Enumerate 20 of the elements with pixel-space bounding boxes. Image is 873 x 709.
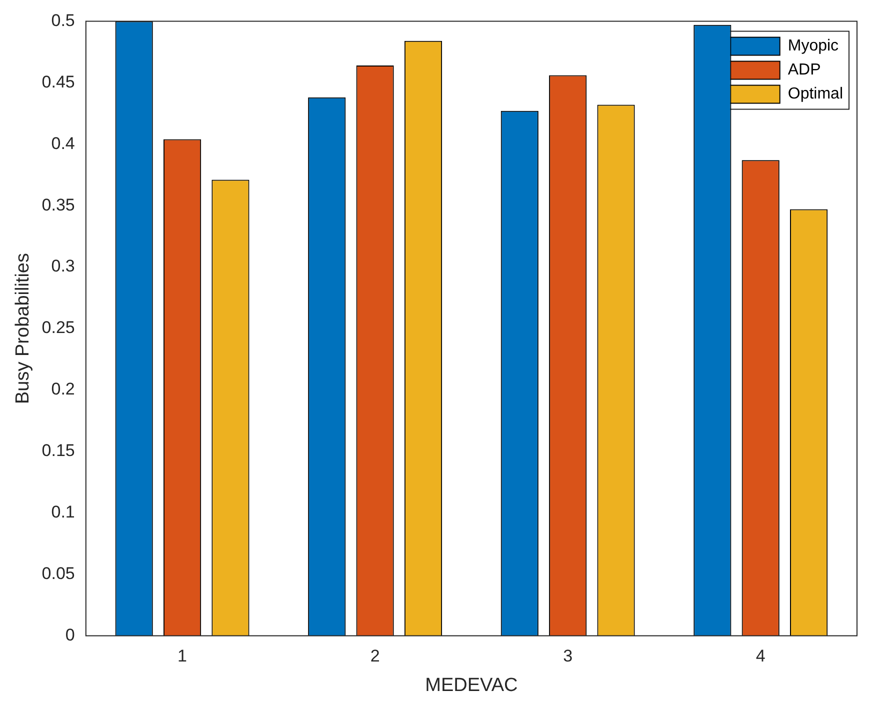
x-axis-title: MEDEVAC: [425, 674, 518, 696]
y-tick-label: 0.1: [51, 502, 75, 522]
y-tick-label: 0.2: [51, 380, 75, 399]
y-tick-label: 0: [65, 625, 75, 644]
legend-label: ADP: [788, 62, 821, 79]
y-tick-label: 0.45: [42, 72, 75, 92]
x-tick-label: 4: [756, 646, 766, 666]
x-tick-label: 1: [178, 646, 188, 666]
y-tick-label: 0.4: [51, 134, 75, 153]
x-tick-label: 2: [370, 646, 380, 666]
y-tick-label: 0.5: [51, 10, 75, 30]
y-tick-label: 0.15: [42, 441, 75, 460]
y-tick-label: 0.05: [42, 564, 75, 584]
x-tick-label: 3: [563, 646, 573, 666]
y-axis-title: Busy Probabilities: [12, 252, 34, 404]
y-tick-label: 0.3: [51, 256, 75, 276]
y-tick-label: 0.25: [42, 318, 75, 338]
legend-label: Optimal: [788, 86, 843, 103]
y-tick-label: 0.35: [42, 195, 75, 214]
legend-label: Myopic: [788, 38, 839, 55]
